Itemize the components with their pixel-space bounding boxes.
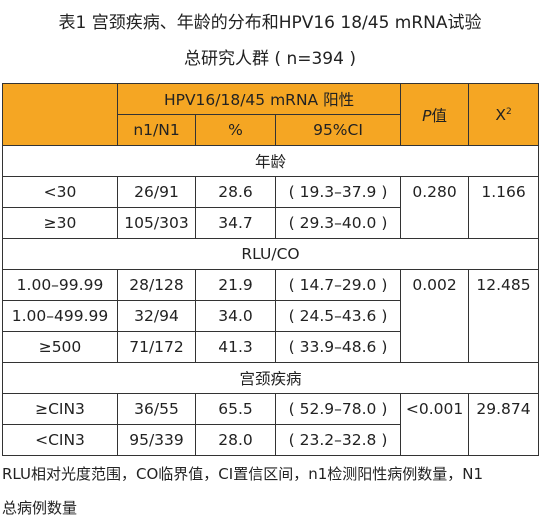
section-row: RLU/CO <box>1 238 540 270</box>
cell-ci: ( 14.7–29.0 ) <box>274 269 402 301</box>
footnote-line2: 总病例数量 <box>2 499 78 517</box>
cell-pct: 41.3 <box>195 331 276 363</box>
section-heading: RLU/CO <box>1 238 540 270</box>
cell-ci: ( 52.9–78.0 ) <box>274 393 402 425</box>
header-group: HPV16/18/45 mRNA 阳性 <box>116 83 402 115</box>
cell-chi: 12.485 <box>468 269 540 363</box>
cell-label: <CIN3 <box>2 424 118 456</box>
cell-p: 0.280 <box>400 176 470 239</box>
cell-p: <0.001 <box>400 393 470 456</box>
p-letter: P <box>422 106 432 125</box>
cell-label: ≥CIN3 <box>2 393 118 425</box>
cell-pct: 34.7 <box>195 207 276 239</box>
footnote-line1: RLU相对光度范围，CO临界值，CI置信区间，n1检测阳性病例数量，N1 <box>2 465 484 483</box>
section-row: 年龄 <box>1 145 540 177</box>
header-p-value: P值 <box>400 83 470 146</box>
table-row: ≥30 105/303 34.7( 29.3–40.0 ) <box>2 207 539 239</box>
header-ci: 95%CI <box>274 114 402 146</box>
table-row: <30 26/91 28.6( 19.3–37.9 ) 0.280 1.166 <box>2 176 540 239</box>
table-title-line2: 总研究人群 ( n=394 ) <box>184 49 356 69</box>
cell-chi: 29.874 <box>468 393 540 456</box>
cell-n: 36/55 <box>117 393 196 425</box>
cell-n: 32/94 <box>117 300 196 332</box>
cell-ci: ( 33.9–48.6 ) <box>274 331 402 363</box>
p-suffix: 值 <box>431 106 447 125</box>
cell-n: 26/91 <box>117 176 196 208</box>
cell-n: 95/339 <box>117 424 196 456</box>
cell-n: 28/128 <box>117 269 196 301</box>
cell-ci: ( 29.3–40.0 ) <box>274 207 402 239</box>
results-table: HPV16/18/45 mRNA 阳性 P值 X2 n1/N1 % 95%CI … <box>1 83 540 456</box>
cell-pct: 21.9 <box>195 269 276 301</box>
table-row: 1.00–99.99 28/128 21.9( 14.7–29.0 ) 0.002 12… <box>2 269 540 363</box>
section-heading: 年龄 <box>1 145 540 177</box>
cell-ci: ( 23.2–32.8 ) <box>274 424 402 456</box>
cell-pct: 34.0 <box>195 300 276 332</box>
cell-label: <30 <box>2 176 118 208</box>
header-n1: n1/N1 <box>117 114 196 146</box>
section-heading: 宫颈疾病 <box>1 362 540 394</box>
table-row: ≥500 71/172 41.3( 33.9–48.6 ) <box>2 331 539 363</box>
cell-pct: 65.5 <box>195 393 276 425</box>
section-row: 宫颈疾病 <box>1 362 540 394</box>
cell-n: 105/303 <box>117 207 196 239</box>
cell-label: 1.00–499.99 <box>2 300 118 332</box>
cell-pct: 28.0 <box>195 424 276 456</box>
cell-pct: 28.6 <box>195 176 276 208</box>
cell-chi: 1.166 <box>468 176 540 239</box>
header-chi-square: X2 <box>468 83 540 146</box>
cell-ci: ( 19.3–37.9 ) <box>274 176 402 208</box>
cell-label: 1.00–99.99 <box>2 269 118 301</box>
cell-label: ≥500 <box>2 331 118 363</box>
table-row: ≥CIN3 36/55 65.5( 52.9–78.0 ) <0.001 29.874 <box>2 393 540 456</box>
table-row: <CIN3 95/339 28.0( 23.2–32.8 ) <box>2 424 539 456</box>
header-empty <box>2 83 118 146</box>
cell-n: 71/172 <box>117 331 196 363</box>
table-title-line1: 表1 宫颈疾病、年龄的分布和HPV16 18/45 mRNA试验 <box>58 13 482 33</box>
chi-letter: X <box>495 105 506 124</box>
cell-ci: ( 24.5–43.6 ) <box>274 300 402 332</box>
cell-p: 0.002 <box>400 269 470 363</box>
chi-superscript: 2 <box>505 106 512 117</box>
table-row: 1.00–499.99 32/94 34.0( 24.5–43.6 ) <box>2 300 539 332</box>
header-percent: % <box>195 114 276 146</box>
cell-label: ≥30 <box>2 207 118 239</box>
